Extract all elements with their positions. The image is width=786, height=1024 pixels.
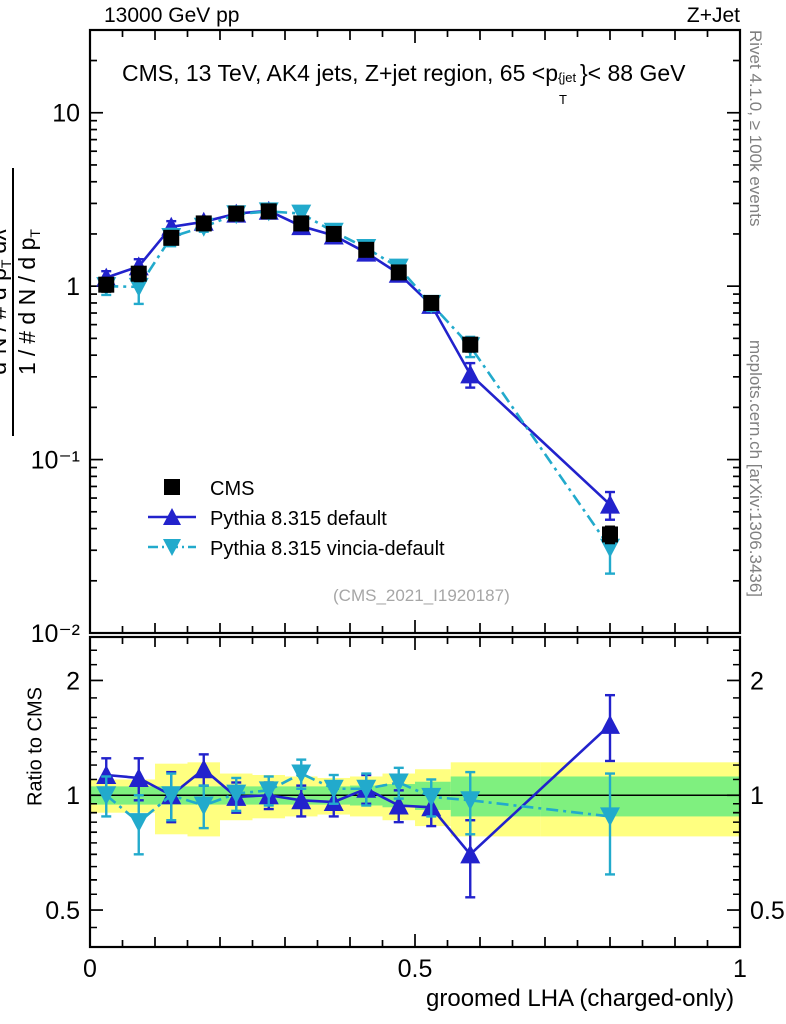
- y-tick-label-ratio-right: 0.5: [750, 897, 785, 925]
- data-point: [130, 265, 147, 283]
- legend-square-icon: [164, 479, 180, 495]
- legend-item: Pythia 8.315 vincia-default: [148, 538, 445, 560]
- series-line: [105, 209, 611, 506]
- y-tick-label-main: 10: [52, 100, 80, 128]
- data-point: [98, 276, 115, 293]
- text-layer: 10 1 10⁻¹ 10⁻² 2 2 1 1 0.5 0.5 0 0.5 1 CMS Pythia 8.31…: [31, 100, 785, 983]
- y-tick-label-ratio-right: 2: [750, 667, 764, 695]
- ratio-data-point: [356, 772, 377, 807]
- data-point: [163, 229, 180, 246]
- x-tick-label: 0: [83, 955, 97, 983]
- legend-label: Pythia 8.315 vincia-default: [210, 538, 445, 560]
- y-tick-label-main: 10⁻¹: [31, 447, 80, 475]
- y-tick-label-main: 10⁻²: [31, 620, 80, 648]
- ratio-data-point: [291, 758, 312, 790]
- data-point: [462, 336, 479, 353]
- data-point: [602, 525, 618, 545]
- series-line: [106, 210, 612, 549]
- ratio-data-point: [323, 773, 344, 805]
- ratio-data-point: [291, 784, 312, 818]
- ratio-panel-data: [96, 693, 620, 899]
- ratio-data-point: [128, 794, 149, 856]
- data-point: [228, 205, 245, 222]
- ratio-data-point: [460, 770, 481, 836]
- ratio-data-point: [193, 784, 214, 830]
- data-point: [358, 241, 375, 258]
- ratio-data-point: [161, 772, 182, 822]
- data-point: [460, 361, 481, 389]
- legend-item: Pythia 8.315 default: [148, 508, 387, 530]
- data-point: [325, 225, 342, 242]
- y-tick-label-ratio-left: 1: [66, 782, 80, 810]
- data-series: [96, 200, 620, 899]
- ratio-data-point: [226, 776, 247, 813]
- axis-ticks: [89, 29, 741, 948]
- ratio-data-point: [96, 775, 117, 818]
- data-point: [390, 264, 407, 281]
- data-point: [423, 294, 440, 311]
- ratio-band-inner: [540, 776, 740, 817]
- ratio-data-point: [388, 766, 409, 800]
- data-point: [600, 490, 620, 521]
- legend-item: CMS: [164, 478, 254, 500]
- y-tick-label-main: 1: [66, 273, 80, 301]
- ratio-data-point: [600, 772, 620, 876]
- data-point: [293, 215, 310, 232]
- ratio-data-point: [388, 789, 409, 824]
- legend: CMS Pythia 8.315 default Pythia 8.315 vinc…: [148, 478, 445, 560]
- y-tick-label-ratio-right: 1: [750, 782, 764, 810]
- ratio-data-point: [600, 693, 620, 763]
- y-tick-label-ratio-left: 0.5: [45, 897, 80, 925]
- x-tick-label: 1: [733, 955, 747, 983]
- legend-label: CMS: [210, 478, 254, 500]
- ratio-data-point: [421, 778, 442, 818]
- data-point: [195, 215, 212, 232]
- y-tick-label-ratio-left: 2: [66, 667, 80, 695]
- data-point: [260, 203, 277, 220]
- x-tick-label: 0.5: [398, 955, 433, 983]
- legend-label: Pythia 8.315 default: [210, 508, 387, 530]
- ratio-data-point: [258, 775, 279, 807]
- main-panel-data: [96, 200, 620, 575]
